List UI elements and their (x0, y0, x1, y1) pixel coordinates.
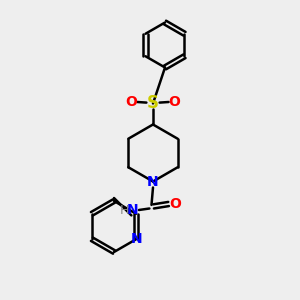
Text: N: N (147, 175, 159, 188)
Text: S: S (147, 94, 159, 112)
Text: O: O (169, 197, 181, 211)
Text: O: O (169, 95, 181, 109)
Text: N: N (127, 203, 139, 217)
Text: H: H (120, 203, 129, 217)
Text: N: N (131, 232, 143, 246)
Text: O: O (125, 95, 137, 109)
